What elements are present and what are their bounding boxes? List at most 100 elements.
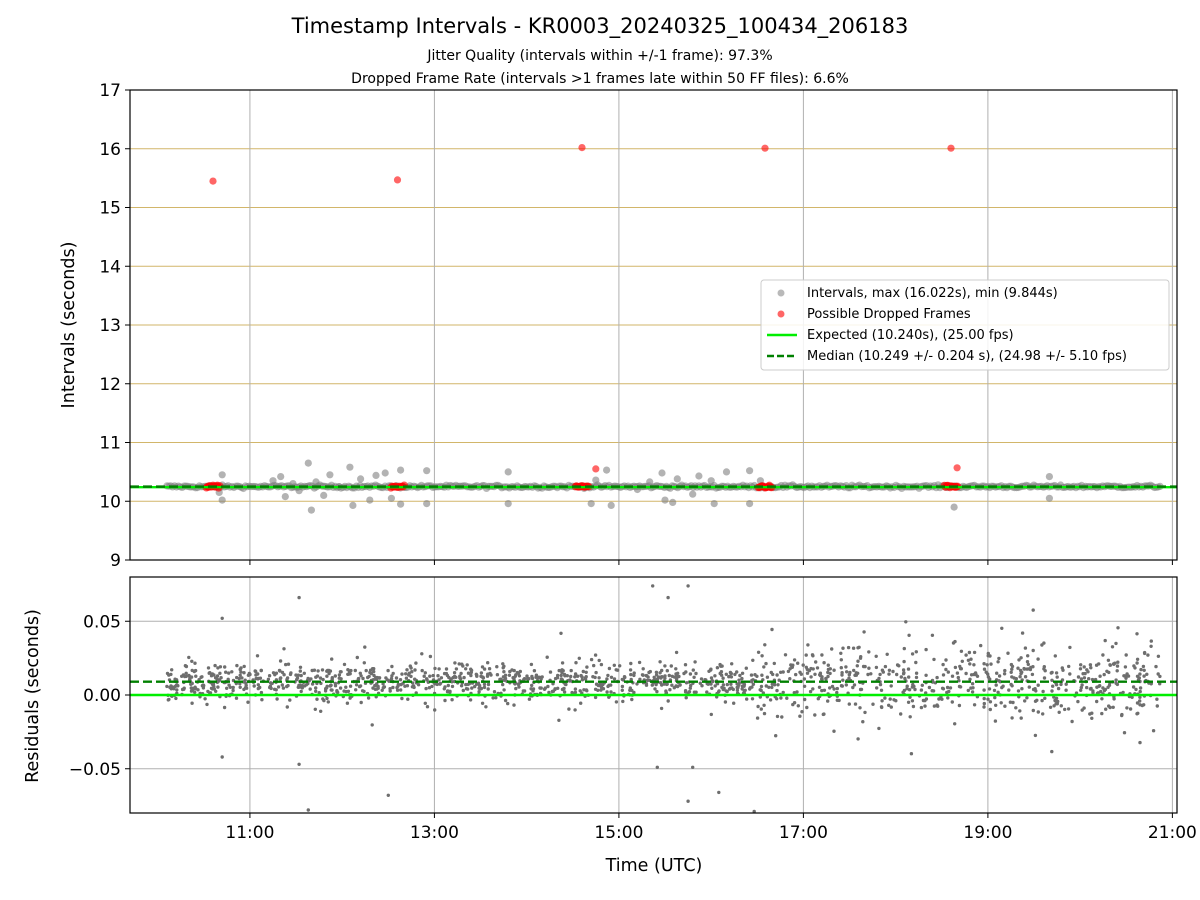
- residual-point: [835, 698, 839, 702]
- residual-point: [856, 646, 860, 650]
- residual-point: [699, 677, 704, 681]
- residual-point: [278, 669, 282, 673]
- residual-point: [783, 653, 788, 657]
- residual-point: [1031, 648, 1035, 653]
- residual-point: [691, 765, 695, 769]
- residual-point: [308, 687, 312, 691]
- residual-point: [465, 663, 469, 667]
- residual-point: [1085, 685, 1089, 690]
- residual-point: [1063, 707, 1067, 712]
- residual-point: [482, 682, 487, 687]
- residual-point: [1054, 671, 1059, 675]
- residual-point: [1048, 705, 1053, 709]
- residual-point: [1008, 700, 1013, 704]
- residual-point: [1135, 657, 1140, 661]
- residual-point: [560, 668, 564, 672]
- residual-point: [593, 653, 598, 657]
- residual-point: [210, 687, 215, 691]
- residual-point: [654, 670, 659, 674]
- residual-point: [835, 690, 839, 695]
- residual-point: [469, 668, 474, 673]
- residual-point: [338, 686, 343, 690]
- residual-point: [591, 675, 595, 679]
- residual-point: [1097, 662, 1101, 666]
- residual-point: [620, 684, 625, 689]
- residual-point: [932, 657, 936, 662]
- residual-point: [180, 687, 185, 692]
- residual-point: [296, 673, 301, 677]
- residual-point: [573, 687, 578, 691]
- residual-point: [798, 670, 802, 674]
- residual-point: [744, 666, 748, 670]
- residual-point: [169, 684, 173, 688]
- residual-point: [1100, 697, 1104, 701]
- residual-point: [190, 668, 194, 673]
- residual-point: [1080, 683, 1084, 687]
- residual-point: [880, 699, 884, 703]
- residual-point: [785, 696, 789, 700]
- interval-point: [722, 468, 731, 476]
- residual-point: [260, 698, 264, 702]
- residual-point: [220, 616, 224, 620]
- residual-point: [867, 650, 871, 654]
- interval-point: [326, 471, 334, 479]
- residual-point: [982, 705, 986, 709]
- residual-point: [802, 684, 807, 688]
- interval-point: [689, 490, 697, 498]
- residual-point: [1010, 716, 1014, 720]
- residual-point: [887, 668, 892, 672]
- residual-point: [665, 669, 669, 673]
- residual-point: [461, 664, 465, 668]
- residual-point: [982, 667, 987, 671]
- residual-point: [437, 667, 441, 671]
- residual-point: [815, 666, 820, 670]
- residual-point: [423, 701, 427, 705]
- interval-point: [423, 467, 431, 475]
- residual-point: [1082, 665, 1086, 669]
- residual-point: [951, 641, 956, 645]
- residual-point: [932, 704, 937, 708]
- residual-point: [494, 696, 498, 700]
- residual-point: [856, 659, 860, 663]
- residual-point: [811, 667, 815, 671]
- residual-point: [594, 682, 599, 686]
- residual-point: [170, 668, 174, 672]
- residual-point: [970, 690, 975, 694]
- residual-point: [817, 685, 822, 689]
- residual-point: [1100, 711, 1104, 716]
- residual-point: [190, 701, 194, 705]
- residual-point: [1156, 654, 1161, 658]
- interval-point: [746, 467, 754, 475]
- residual-point: [1078, 667, 1083, 671]
- residual-point: [556, 686, 560, 690]
- residual-point: [745, 697, 749, 701]
- residual-point: [184, 671, 188, 675]
- residuals-panel: −0.05 0.00 0.05 11:00 13:00 15:00 17:00 19:00 21…: [23, 576, 1197, 876]
- residual-point: [1019, 656, 1023, 660]
- interval-point: [603, 466, 611, 474]
- residual-point: [367, 674, 371, 679]
- interval-point: [1045, 494, 1053, 502]
- residual-point: [302, 671, 306, 675]
- residual-point: [986, 672, 990, 676]
- residual-point: [620, 688, 624, 692]
- residual-point: [381, 682, 385, 686]
- residual-point: [189, 682, 193, 686]
- residual-point: [582, 688, 586, 692]
- residual-point: [667, 673, 671, 678]
- dropped-frame-rate-subtitle: Dropped Frame Rate (intervals >1 frames …: [351, 71, 849, 87]
- residual-point: [669, 664, 673, 668]
- residual-point: [927, 685, 932, 690]
- residual-point: [1111, 705, 1115, 709]
- residual-point: [979, 643, 983, 648]
- residual-point: [268, 685, 272, 690]
- residual-point: [840, 684, 844, 688]
- residual-point: [959, 649, 964, 653]
- residual-point: [424, 686, 428, 691]
- residual-point: [618, 664, 622, 668]
- intervals-y-tick-label: 10: [99, 492, 121, 512]
- residual-point: [1067, 664, 1071, 669]
- residual-point: [666, 699, 670, 703]
- residual-point: [517, 674, 522, 678]
- residual-point: [953, 665, 958, 670]
